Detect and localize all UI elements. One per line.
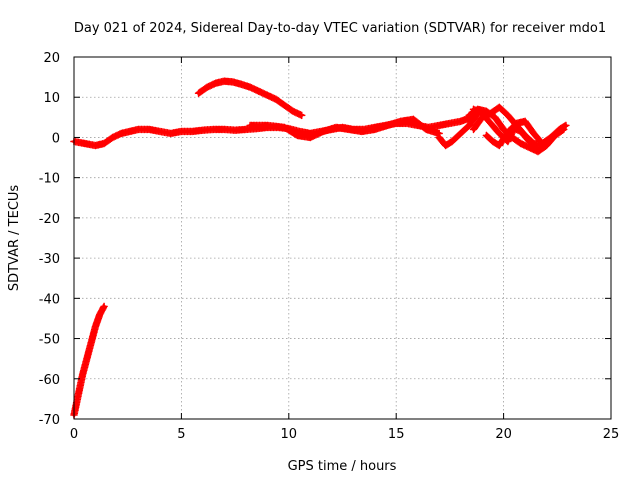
y-tick-label: -50 (39, 333, 60, 348)
series-trace (484, 125, 540, 152)
y-axis-label: SDTVAR / TECUs (7, 185, 22, 292)
y-tick-label: 0 (52, 131, 60, 146)
x-axis-label: GPS time / hours (288, 459, 397, 474)
series-late-trail-d (482, 123, 542, 154)
x-tick-label: 0 (70, 427, 78, 442)
x-tick-label: 20 (495, 427, 512, 442)
series-trace (437, 111, 480, 148)
y-tick-label: 10 (43, 91, 60, 106)
series-early-pass (70, 302, 108, 419)
y-tick-label: 20 (43, 51, 60, 66)
x-tick-label: 15 (388, 427, 405, 442)
y-tick-label: -30 (39, 252, 60, 267)
y-tick-label: -40 (39, 292, 60, 307)
series-trace (471, 105, 562, 148)
series-secondary-band (246, 115, 443, 142)
series-upper-arc (194, 77, 306, 120)
y-tick-label: -60 (39, 373, 60, 388)
series-layer (70, 77, 570, 419)
series-trace (72, 304, 106, 417)
x-tick-label: 5 (177, 427, 185, 442)
chart-title: Day 021 of 2024, Sidereal Day-to-day VTE… (74, 21, 606, 36)
x-tick-label: 10 (281, 427, 298, 442)
axis-ticks: 0 5 10 15 20 25 -70 -60 -50 -40 -30 -20 -10 0 10 20 (39, 51, 620, 442)
y-tick-label: -10 (39, 172, 60, 187)
grid (74, 57, 611, 419)
series-trace (196, 79, 304, 118)
plot-frame (73, 56, 612, 420)
y-tick-label: -20 (39, 212, 60, 227)
series-trace (248, 117, 441, 140)
x-tick-label: 25 (603, 427, 620, 442)
series-late-trail-c (469, 103, 564, 150)
y-tick-label: -70 (39, 413, 60, 428)
